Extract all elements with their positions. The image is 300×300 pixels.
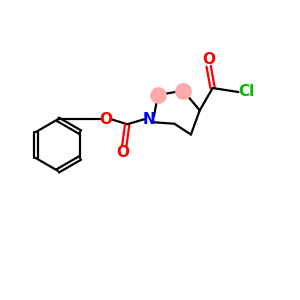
- Text: O: O: [202, 52, 215, 67]
- Text: N: N: [142, 112, 155, 127]
- Text: Cl: Cl: [238, 85, 254, 100]
- Text: O: O: [116, 146, 129, 160]
- Text: O: O: [99, 112, 112, 127]
